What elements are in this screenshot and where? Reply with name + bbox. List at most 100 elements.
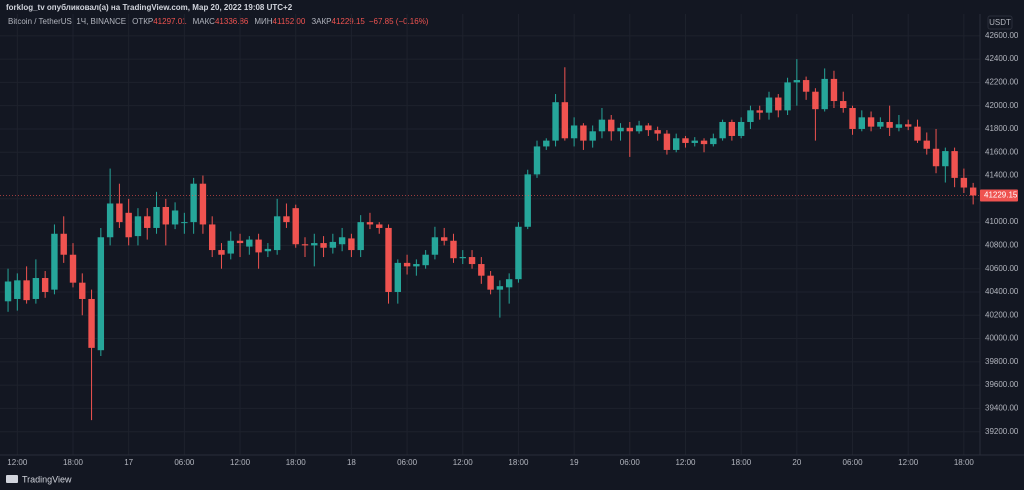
- candle-body: [23, 280, 30, 301]
- candle-body: [700, 140, 708, 145]
- candle-body: [385, 227, 392, 292]
- candle-body: [32, 278, 40, 299]
- candle-body: [69, 254, 77, 283]
- currency: USDT: [989, 18, 1011, 27]
- x-tick-label: 12:00: [453, 458, 474, 467]
- y-tick-label: 40600.00: [985, 264, 1019, 273]
- candle-body: [4, 281, 12, 302]
- legend-value: 41229.15: [332, 17, 366, 26]
- candle-body: [951, 151, 958, 178]
- legend-value: 41336.86: [215, 17, 249, 26]
- y-tick-label: 41400.00: [985, 171, 1019, 180]
- candle-body: [487, 275, 494, 290]
- candle-body: [524, 174, 531, 227]
- footer-brand: TradingView: [22, 474, 72, 484]
- candle-body: [209, 224, 216, 251]
- candle-body: [97, 237, 105, 351]
- x-tick-label: 18:00: [286, 458, 307, 467]
- x-tick-label: 12:00: [7, 458, 28, 467]
- x-tick-label: 17: [124, 458, 133, 467]
- candle-body: [106, 203, 114, 238]
- x-tick-label: 06:00: [174, 458, 195, 467]
- candle-body: [719, 121, 726, 139]
- x-tick-label: 18:00: [63, 458, 84, 467]
- candle-body: [468, 257, 476, 265]
- x-tick-label: 06:00: [397, 458, 418, 467]
- candle-body: [14, 280, 21, 299]
- candle-body: [478, 264, 485, 276]
- y-tick-label: 41800.00: [985, 124, 1019, 133]
- candle-body: [830, 78, 838, 102]
- candle-body: [765, 97, 773, 113]
- candle-body: [171, 210, 179, 225]
- currency-box: [987, 15, 1013, 30]
- candle-body: [821, 78, 828, 110]
- y-tick-label: 40000.00: [985, 334, 1019, 343]
- candle-body: [598, 119, 606, 132]
- candle-body: [459, 257, 466, 259]
- candle-body: [867, 117, 875, 127]
- candle-body: [626, 127, 633, 132]
- last-price-box: [980, 189, 1018, 202]
- candle-body: [134, 216, 142, 237]
- candle-body: [376, 224, 383, 228]
- y-tick-label: 42400.00: [985, 54, 1019, 63]
- candle-body: [682, 138, 689, 143]
- candle-body: [450, 240, 457, 259]
- candle-body: [505, 279, 513, 288]
- candle-body: [533, 146, 541, 175]
- legend-label: ЗАКР: [311, 17, 331, 26]
- candle-body: [645, 125, 652, 131]
- candle-body: [617, 127, 624, 132]
- candle-body: [895, 124, 903, 128]
- candle-body: [431, 237, 439, 255]
- candle-body: [812, 91, 819, 110]
- candle-body: [88, 298, 95, 348]
- candle-body: [320, 243, 327, 248]
- candle-body: [153, 206, 160, 228]
- candle-body: [227, 240, 234, 254]
- candle-body: [886, 121, 893, 128]
- candle-body: [737, 121, 745, 136]
- candle-body: [561, 102, 569, 139]
- candle-body: [496, 286, 504, 290]
- candle-body: [264, 248, 272, 252]
- candle-body: [422, 254, 429, 266]
- candle-body: [923, 140, 930, 149]
- candle-body: [366, 222, 374, 225]
- candle-body: [728, 121, 736, 136]
- y-tick-label: 39400.00: [985, 404, 1019, 413]
- legend: Bitcoin / TetherUS, 1Ч, BINANCE ОТКР41297…: [8, 17, 429, 26]
- legend-label: МИН: [254, 17, 272, 26]
- candle-body: [79, 282, 86, 299]
- x-tick-label: 19: [570, 458, 579, 467]
- y-tick-label: 40400.00: [985, 287, 1019, 296]
- candle-body: [144, 216, 151, 228]
- legend-change: −67.85 (−0.16%): [369, 17, 429, 26]
- candle-body: [181, 222, 188, 224]
- candle-body: [570, 125, 578, 139]
- candle-body: [840, 101, 847, 109]
- candle-body: [802, 80, 810, 92]
- legend-label: МАКС: [193, 17, 216, 26]
- candle-body: [413, 264, 420, 267]
- candle-body: [116, 203, 123, 223]
- x-tick-label: 20: [792, 458, 801, 467]
- candle-body: [441, 237, 448, 241]
- x-tick-label: 12:00: [230, 458, 251, 467]
- y-tick-label: 41600.00: [985, 147, 1019, 156]
- candle-body: [357, 222, 364, 251]
- candle-body: [969, 187, 977, 196]
- candle-body: [914, 126, 921, 141]
- candle-body: [162, 206, 169, 225]
- candle-body: [775, 97, 782, 111]
- y-tick-label: 39800.00: [985, 357, 1019, 366]
- candle-body: [747, 110, 754, 122]
- x-tick-label: 18:00: [508, 458, 529, 467]
- candle-body: [301, 244, 309, 246]
- candle-body: [292, 208, 299, 245]
- candle-body: [394, 262, 401, 292]
- candle-body: [580, 125, 587, 141]
- y-tick-label: 40200.00: [985, 310, 1019, 319]
- y-tick-label: 42600.00: [985, 31, 1019, 40]
